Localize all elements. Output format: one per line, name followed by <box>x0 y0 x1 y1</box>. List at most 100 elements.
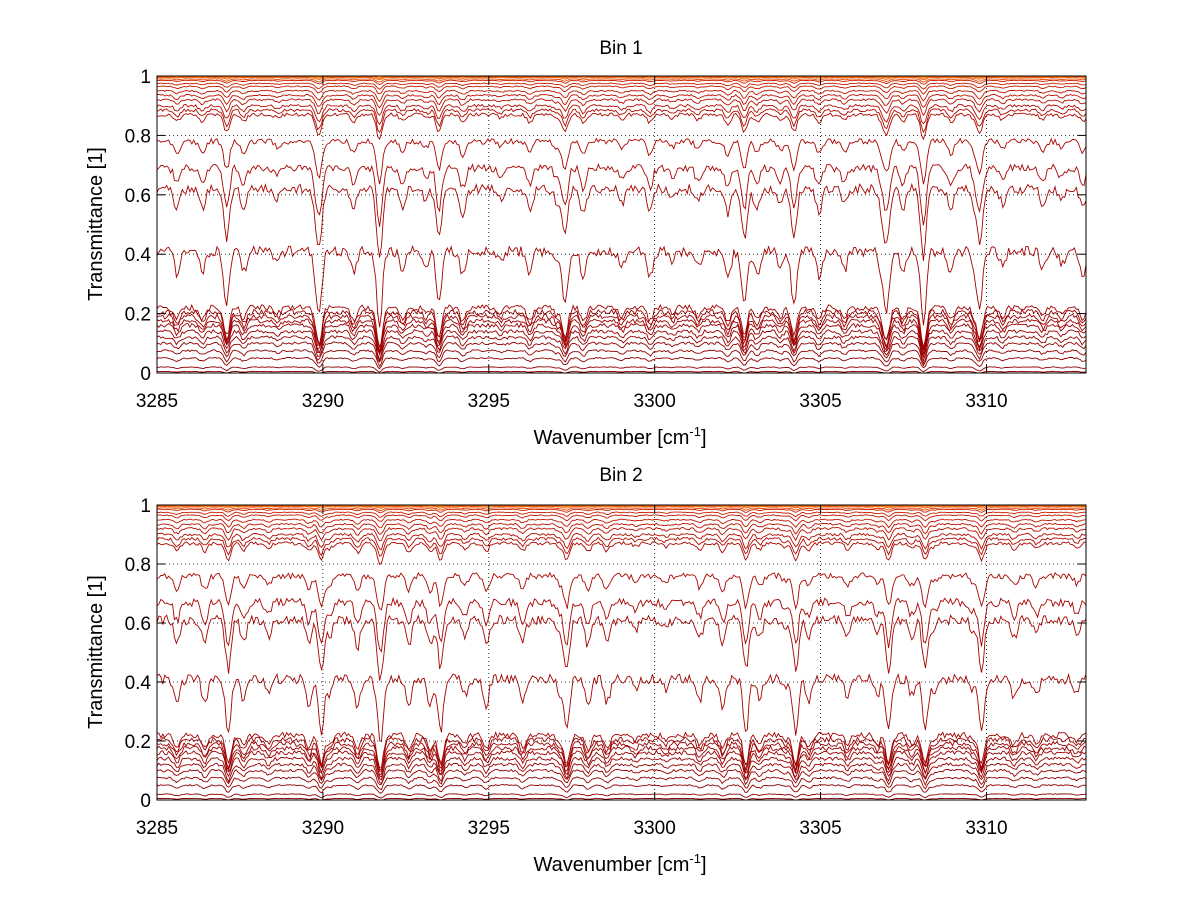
series-line <box>156 526 1087 542</box>
x-axis-label: Wavenumber [cm-1] <box>533 424 706 449</box>
series-line <box>156 318 1087 357</box>
x-tick-label: 3305 <box>799 818 841 839</box>
tick-layer: 3285 3290 3295 3300 3305 3310 0 0.2 0.4 0.6 0.8 1 <box>125 496 1086 839</box>
series-line <box>156 768 1087 787</box>
series-line <box>156 137 1087 185</box>
x-axis-label-superscript: -1 <box>689 424 701 439</box>
series-line <box>156 532 1087 551</box>
series-line <box>156 76 1086 81</box>
x-axis-label-main: Wavenumber [cm <box>533 854 689 876</box>
series-line <box>156 614 1087 681</box>
series-line <box>156 776 1087 791</box>
series-line <box>157 85 1087 95</box>
series-line <box>157 93 1087 109</box>
y-tick-label: 1 <box>140 496 151 517</box>
series-line <box>156 341 1087 365</box>
series-line <box>156 98 1087 117</box>
subplot-bin-2: Bin 2 3285 3290 3295 3300 3305 3310 0 0.2 0.4 0.6… <box>85 465 1087 876</box>
series-line <box>156 731 1087 769</box>
series-line <box>157 78 1087 83</box>
series-line <box>157 82 1087 90</box>
series-line <box>156 793 1087 799</box>
series-line <box>156 797 1087 801</box>
x-tick-label: 3310 <box>965 391 1007 412</box>
subplot-bin-1: Bin 1 3285 3290 3295 3300 3305 3310 0 0.2 0.4 0.6… <box>85 38 1087 449</box>
series-line <box>156 541 1087 566</box>
y-tick-label: 0 <box>140 791 151 812</box>
series-line <box>156 103 1087 126</box>
y-tick-label: 0.2 <box>125 305 151 326</box>
series-line <box>156 736 1087 772</box>
series-line <box>156 322 1087 359</box>
y-tick-label: 0.4 <box>125 245 152 266</box>
x-tick-label: 3295 <box>468 391 510 412</box>
x-tick-label: 3300 <box>634 391 676 412</box>
y-tick-label: 0.2 <box>125 732 151 753</box>
x-tick-label: 3285 <box>136 818 178 839</box>
y-tick-label: 1 <box>140 67 151 88</box>
x-axis-label-main: Wavenumber [cm <box>533 427 689 449</box>
series-line <box>156 335 1087 363</box>
x-tick-label: 3305 <box>799 391 841 412</box>
x-tick-label: 3295 <box>468 818 510 839</box>
series-line <box>156 370 1087 374</box>
series-line <box>156 349 1087 368</box>
x-tick-label: 3300 <box>634 818 676 839</box>
x-axis-label-end: ] <box>701 854 707 876</box>
y-tick-label: 0.6 <box>125 614 151 635</box>
series-line <box>157 366 1087 373</box>
grid-layer <box>157 76 1086 373</box>
axes-box <box>156 75 1087 374</box>
series-line <box>157 518 1087 529</box>
series-line <box>156 505 1087 508</box>
x-axis-label: Wavenumber [cm-1] <box>533 851 706 876</box>
series-line <box>156 328 1087 362</box>
axes-box <box>156 504 1087 801</box>
x-axis-label-end: ] <box>701 427 707 449</box>
x-tick-label: 3285 <box>136 391 178 412</box>
y-tick-label: 0.4 <box>125 673 152 694</box>
series-line <box>156 356 1087 370</box>
y-tick-label: 0.8 <box>125 555 151 576</box>
series-line <box>156 511 1087 518</box>
y-tick-label: 0.6 <box>125 186 151 207</box>
series-line <box>156 596 1087 653</box>
x-tick-label: 3310 <box>965 818 1007 839</box>
series-line <box>156 745 1087 777</box>
series-line <box>157 522 1087 535</box>
series-line <box>156 756 1087 781</box>
series-line <box>156 182 1087 262</box>
series-line <box>156 508 1087 514</box>
series-line <box>156 163 1087 227</box>
series-line <box>156 784 1087 794</box>
x-axis-label-superscript: -1 <box>689 851 701 866</box>
series-line <box>156 749 1087 778</box>
series-line <box>156 740 1087 772</box>
x-tick-label: 3290 <box>302 818 344 839</box>
series-line <box>156 76 1087 79</box>
subplot-title: Bin 1 <box>599 38 642 59</box>
subplot-title: Bin 2 <box>599 465 642 486</box>
y-tick-label: 0 <box>140 364 151 385</box>
series-line <box>157 507 1087 512</box>
series-line <box>156 244 1087 328</box>
series-line <box>156 571 1087 611</box>
series-line <box>156 79 1087 86</box>
series-line <box>157 112 1087 141</box>
series-line <box>156 107 1087 134</box>
series-line <box>156 672 1087 742</box>
y-axis-label: Transmittance [1] <box>85 147 107 301</box>
series-line <box>157 514 1086 522</box>
series-line <box>156 762 1087 785</box>
y-tick-label: 0.8 <box>125 126 151 147</box>
series-line <box>156 308 1087 353</box>
grid-layer <box>157 505 1086 800</box>
series-line <box>156 536 1087 557</box>
series-layer <box>156 504 1087 801</box>
x-tick-label: 3290 <box>302 391 344 412</box>
tick-layer: 3285 3290 3295 3300 3305 3310 0 0.2 0.4 0.6 0.8 1 <box>125 67 1086 412</box>
series-line <box>156 505 1087 509</box>
series-line <box>156 313 1087 355</box>
y-axis-label: Transmittance [1] <box>85 575 107 729</box>
